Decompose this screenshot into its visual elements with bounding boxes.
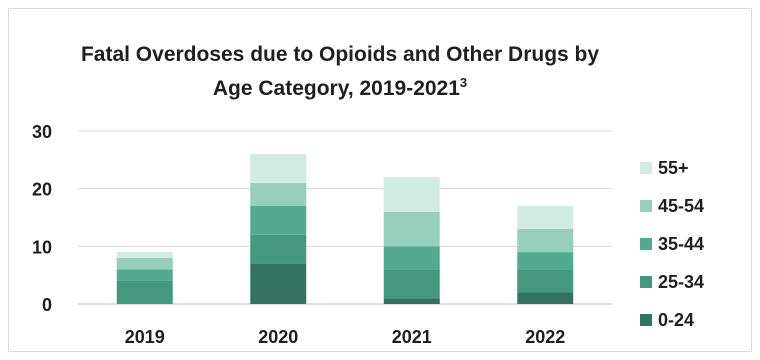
bar-segment-2021-35-44 bbox=[383, 246, 440, 270]
bar-segment-2021-45-54 bbox=[383, 211, 440, 247]
bar-segment-2022-45-54 bbox=[517, 229, 574, 253]
legend-swatch-35-44 bbox=[640, 238, 652, 250]
x-tick-label: 2019 bbox=[125, 327, 165, 347]
bar-segment-2019-45-54 bbox=[116, 257, 173, 270]
legend: 55+ 45-54 35-44 25-34 0-24 bbox=[640, 158, 704, 330]
chart-title-line-1: Fatal Overdoses due to Opioids and Other… bbox=[80, 43, 600, 66]
bar-segment-2020-25-34 bbox=[250, 234, 307, 264]
bar-segment-2019-25-34 bbox=[116, 280, 173, 304]
x-axis-tick-labels: 2019 2020 2021 2022 bbox=[125, 327, 566, 347]
chart-title-footnote: 3 bbox=[459, 75, 468, 90]
bar-segment-2019-55+ bbox=[116, 252, 173, 258]
legend-label: 45-54 bbox=[658, 196, 704, 216]
bar-stacks bbox=[116, 154, 574, 304]
x-tick-label: 2021 bbox=[392, 327, 432, 347]
bar-segment-2022-0-24 bbox=[517, 292, 574, 304]
y-tick-label: 20 bbox=[32, 180, 52, 200]
bar-segment-2020-35-44 bbox=[250, 205, 307, 235]
y-tick-label: 30 bbox=[32, 122, 52, 142]
y-axis-tick-labels: 0 10 20 30 bbox=[32, 122, 52, 315]
x-tick-label: 2022 bbox=[525, 327, 565, 347]
bar-segment-2022-25-34 bbox=[517, 269, 574, 293]
bar-segment-2021-0-24 bbox=[383, 298, 440, 304]
legend-label: 55+ bbox=[658, 158, 689, 178]
x-tick-label: 2020 bbox=[258, 327, 298, 347]
legend-swatch-45-54 bbox=[640, 200, 652, 212]
bar-segment-2019-35-44 bbox=[116, 269, 173, 281]
bar-segment-2020-0-24 bbox=[250, 263, 307, 304]
legend-label: 0-24 bbox=[658, 310, 694, 330]
chart-title: Fatal Overdoses due to Opioids and Other… bbox=[0, 38, 680, 106]
chart-title-line-2: Age Category, 2019-20213 bbox=[0, 72, 680, 106]
legend-swatch-25-34 bbox=[640, 276, 652, 288]
bar-segment-2021-55+ bbox=[383, 177, 440, 212]
legend-swatch-0-24 bbox=[640, 314, 652, 326]
bar-segment-2020-45-54 bbox=[250, 182, 307, 206]
legend-swatch-55+ bbox=[640, 162, 652, 174]
legend-label: 25-34 bbox=[658, 272, 704, 292]
bar-segment-2022-55+ bbox=[517, 205, 574, 230]
chart-title-line-2-text: Age Category, 2019-2021 bbox=[212, 77, 460, 100]
legend-label: 35-44 bbox=[658, 234, 704, 254]
y-tick-label: 10 bbox=[32, 237, 52, 257]
bar-segment-2021-25-34 bbox=[383, 269, 440, 299]
bar-segment-2022-35-44 bbox=[517, 252, 574, 270]
y-tick-label: 0 bbox=[42, 295, 52, 315]
bar-segment-2020-55+ bbox=[250, 154, 307, 183]
